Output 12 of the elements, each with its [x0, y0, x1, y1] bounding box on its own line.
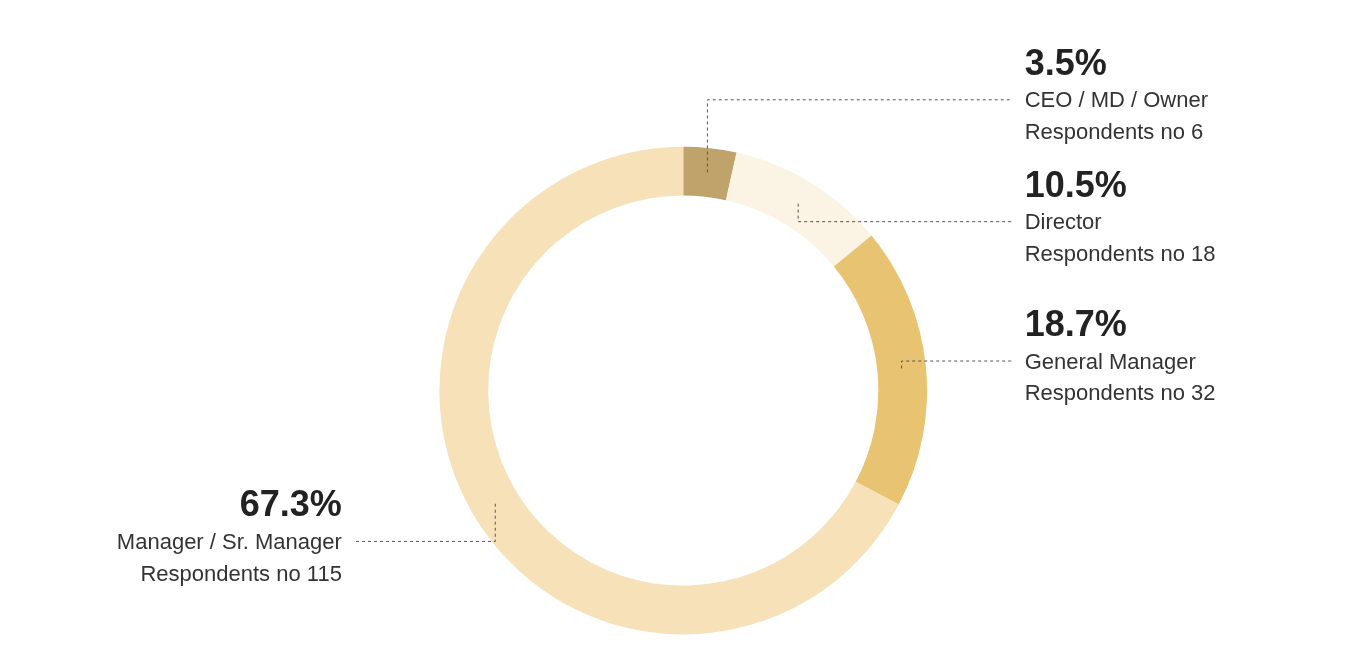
slice-label: Director	[1024, 209, 1102, 235]
data-label: Respondents no 18	[1024, 240, 1216, 266]
data-label: Respondents no 32	[1024, 380, 1216, 406]
slice-label: CEO / MD / Owner	[1024, 87, 1208, 113]
text: 3.5%	[1024, 41, 1107, 83]
slice-label: General Manager	[1024, 348, 1196, 374]
slice-label: Manager / Sr. Manager	[116, 528, 342, 554]
text: 18.7%	[1024, 302, 1127, 344]
data-label: Respondents no 6	[1024, 118, 1204, 144]
text: 10.5%	[1024, 163, 1127, 205]
data-label: Respondents no 115	[140, 560, 342, 586]
text: 67.3%	[239, 483, 342, 525]
